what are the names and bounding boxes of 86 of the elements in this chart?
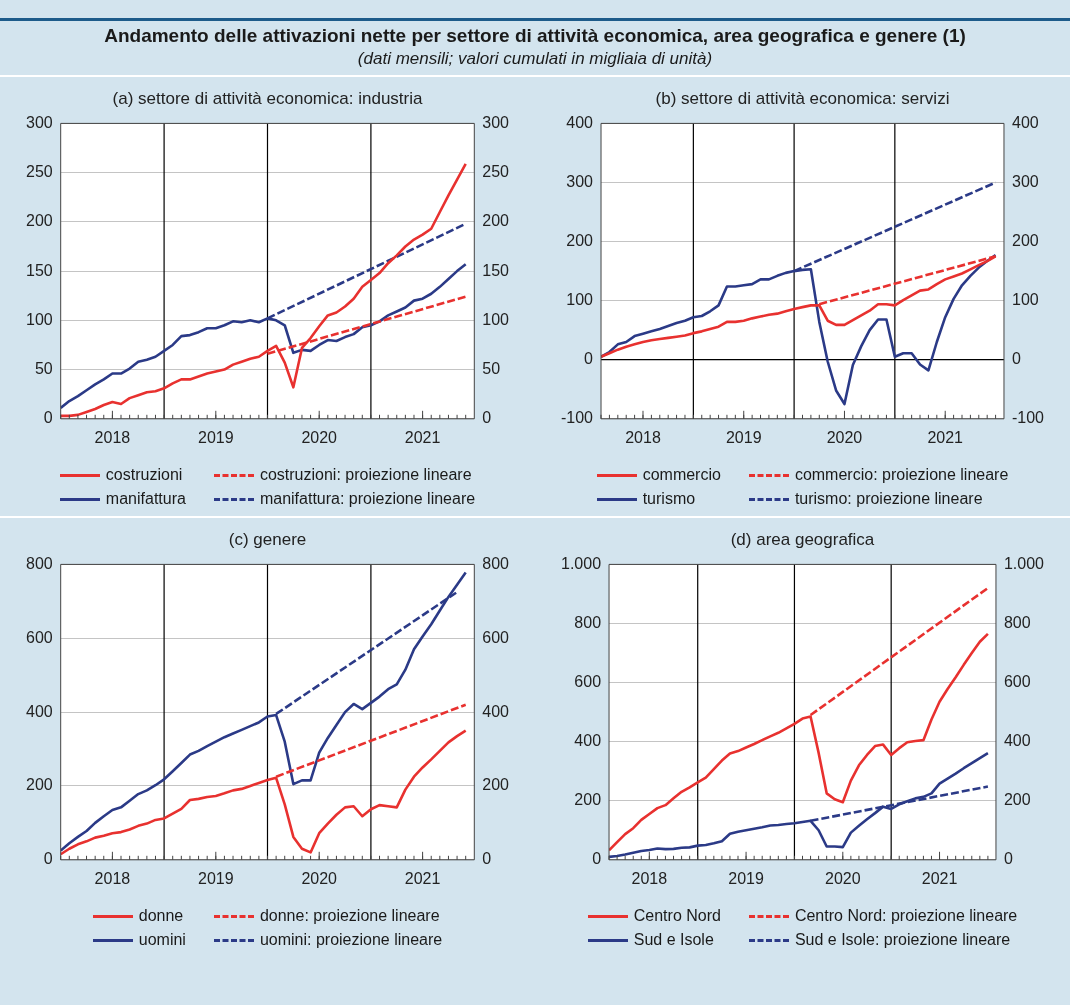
legend-label: Centro Nord (633, 907, 721, 925)
text: (dati mensili; valori cumulati in migliaia di unità) (356, 49, 714, 69)
y2-tick-label: 0 (1003, 850, 1013, 868)
y2-tick-label: 200 (1003, 791, 1031, 809)
y-tick-label: 400 (574, 732, 602, 750)
x-tick-label: 2019 (728, 869, 764, 887)
y2-tick-label: 0 (482, 409, 492, 427)
y-tick-label: 300 (25, 113, 53, 131)
chart-title: (a) settore di attività economica: industria (112, 88, 423, 108)
legend-label: manifattura: proiezione lineare (259, 490, 476, 508)
text: Andamento delle attivazioni nette per settore di attività economica, area geografica e genere (1) (103, 25, 967, 47)
legend-label: manifattura (105, 490, 186, 508)
y2-tick-label: 0 (482, 850, 492, 868)
y-tick-label: -100 (560, 409, 594, 427)
legend-label: turismo (642, 490, 696, 508)
y-tick-label: 150 (25, 261, 53, 279)
y-tick-label: 0 (43, 409, 53, 427)
y-tick-label: 100 (25, 310, 53, 328)
y-tick-label: 600 (25, 628, 53, 646)
y-tick-label: 600 (574, 672, 602, 690)
y-tick-label: 200 (574, 791, 602, 809)
x-tick-label: 2018 (631, 869, 668, 887)
x-tick-label: 2019 (198, 428, 234, 446)
y-tick-label: 200 (25, 212, 53, 230)
y-tick-label: 200 (25, 776, 53, 794)
y-tick-label: 800 (25, 554, 53, 572)
y2-tick-label: 800 (1003, 613, 1031, 631)
y-tick-label: 200 (566, 231, 594, 249)
x-tick-label: 2020 (826, 428, 863, 446)
y-tick-label: 100 (566, 291, 594, 309)
x-tick-label: 2021 (927, 428, 964, 446)
y2-tick-label: -100 (1011, 409, 1045, 427)
legend-label: donne (138, 907, 184, 925)
y2-tick-label: 200 (482, 776, 510, 794)
legend-label: commercio (642, 466, 721, 484)
y-tick-label: 0 (43, 850, 53, 868)
x-tick-label: 2020 (301, 869, 338, 887)
y-tick-label: 800 (574, 613, 602, 631)
legend-label: Centro Nord: proiezione lineare (794, 907, 1018, 925)
y2-tick-label: 100 (1011, 291, 1039, 309)
y-tick-label: 0 (584, 350, 594, 368)
legend-label: costruzioni (105, 466, 183, 484)
y2-tick-label: 50 (482, 359, 501, 377)
y2-tick-label: 200 (482, 212, 510, 230)
y-tick-label: 50 (34, 359, 53, 377)
chart-title: (d) area geografica (730, 529, 875, 549)
y2-tick-label: 300 (482, 113, 510, 131)
y2-tick-label: 800 (482, 554, 510, 572)
legend-label: commercio: proiezione lineare (794, 466, 1009, 484)
y-tick-label: 300 (566, 172, 594, 190)
y-tick-label: 250 (25, 163, 53, 181)
y2-tick-label: 300 (1011, 172, 1039, 190)
x-tick-label: 2018 (94, 869, 131, 887)
x-tick-label: 2019 (198, 869, 234, 887)
y2-tick-label: 100 (482, 310, 510, 328)
y-tick-label: 1.000 (560, 554, 602, 572)
y2-tick-label: 400 (1003, 732, 1031, 750)
y2-tick-label: 600 (482, 628, 510, 646)
x-tick-label: 2021 (404, 869, 441, 887)
y2-tick-label: 200 (1011, 231, 1039, 249)
y2-tick-label: 250 (482, 163, 510, 181)
y2-tick-label: 400 (482, 702, 510, 720)
x-tick-label: 2020 (301, 428, 338, 446)
y-tick-label: 400 (566, 113, 594, 131)
y-tick-label: 0 (592, 850, 602, 868)
chart-title: (c) genere (228, 529, 307, 549)
legend-label: costruzioni: proiezione lineare (259, 466, 472, 484)
y2-tick-label: 1.000 (1003, 554, 1045, 572)
chart-title: (b) settore di attività economica: servizi (655, 88, 950, 108)
legend-label: uomini: proiezione lineare (259, 931, 443, 949)
x-tick-label: 2018 (94, 428, 131, 446)
x-tick-label: 2019 (725, 428, 762, 446)
y2-tick-label: 600 (1003, 672, 1031, 690)
x-tick-label: 2021 (921, 869, 958, 887)
legend-label: donne: proiezione lineare (259, 907, 440, 925)
x-tick-label: 2018 (625, 428, 661, 446)
legend-label: Sud e Isole: proiezione lineare (794, 931, 1011, 949)
y2-tick-label: 150 (482, 261, 510, 279)
x-tick-label: 2020 (825, 869, 861, 887)
y2-tick-label: 400 (1011, 113, 1039, 131)
legend-label: uomini (138, 931, 186, 949)
legend-label: Sud e Isole (633, 931, 714, 949)
y2-tick-label: 0 (1011, 350, 1021, 368)
x-tick-label: 2021 (404, 428, 441, 446)
y-tick-label: 400 (25, 702, 53, 720)
legend-label: turismo: proiezione lineare (794, 490, 983, 508)
